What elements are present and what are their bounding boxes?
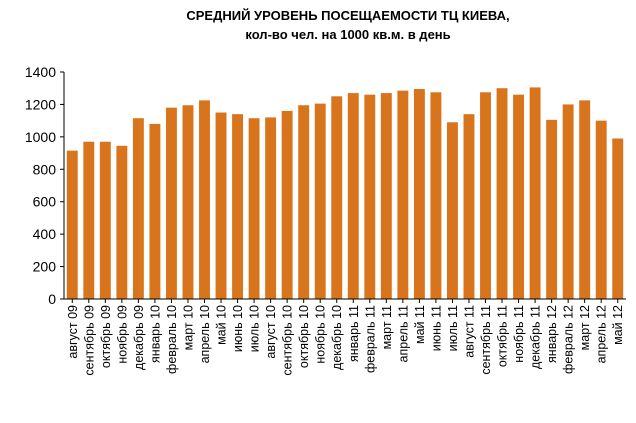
chart-title: СРЕДНИЙ УРОВЕНЬ ПОСЕЩАЕМОСТИ ТЦ КИЕВА, [186,8,510,23]
bar [413,89,425,300]
x-tick-label: май 10 [215,305,229,345]
x-tick-label: январь 11 [347,305,361,362]
bar [215,112,227,300]
x-tick-label: сентябрь 10 [281,305,295,376]
x-tick-label: ноябрь 10 [314,305,328,364]
bar [513,94,525,299]
chart-subtitle: кол-во чел. на 1000 кв.м. в день [245,27,451,42]
x-tick-label: июль 10 [248,305,262,352]
bar [496,88,508,299]
chart-title-block: СРЕДНИЙ УРОВЕНЬ ПОСЕЩАЕМОСТИ ТЦ КИЕВА, к… [0,6,636,44]
bar [446,122,458,299]
bar [612,138,624,299]
x-tick-label: февраль 12 [562,305,576,374]
bar [149,123,161,299]
y-tick-label: 1000 [25,129,56,145]
x-tick-label: октябрь 10 [297,305,311,368]
bar [347,93,359,299]
bar [116,145,128,299]
bar [165,107,177,300]
x-tick-label: июнь 11 [429,305,443,351]
x-tick-label: март 11 [380,305,394,349]
x-tick-label: февраль 11 [363,305,377,373]
x-tick-label: август 09 [66,305,80,359]
x-tick-label: декабрь 09 [132,305,146,370]
y-tick-label: 800 [33,161,57,177]
x-tick-label: май 12 [611,305,625,345]
y-tick-label: 0 [48,291,56,307]
bar [595,120,607,300]
bar [99,141,111,299]
bar [529,87,541,300]
x-tick-label: январь 10 [148,305,162,363]
bar [463,114,475,300]
x-tick-label: август 10 [264,305,278,359]
x-tick-label: октябрь 09 [99,305,113,368]
x-tick-label: ноябрь 11 [512,305,526,363]
bar [480,92,491,300]
bar [331,96,343,299]
x-tick-label: июнь 10 [231,305,245,352]
x-tick-label: сентябрь 11 [479,305,493,375]
x-tick-label: декабрь 10 [330,305,344,370]
bar [182,105,194,299]
bar [546,119,558,299]
x-tick-label: февраль 10 [165,305,179,374]
bar [579,100,591,299]
x-tick-label: август 11 [462,305,476,358]
bar [132,118,144,299]
bar [248,118,260,299]
bar [232,114,244,300]
y-tick-label: 1200 [25,96,56,112]
bar [66,150,78,299]
bar [562,104,574,299]
x-tick-label: май 11 [413,305,427,344]
x-tick-label: апрель 10 [198,305,212,363]
x-tick-label: январь 12 [545,305,559,363]
x-tick-label: июль 11 [446,305,460,351]
x-tick-label: сентябрь 09 [82,305,96,376]
x-tick-label: апрель 11 [396,305,410,363]
bar [265,117,277,300]
y-tick-label: 600 [33,194,57,210]
x-tick-label: ноябрь 09 [115,305,129,364]
x-tick-label: декабрь 11 [529,305,543,369]
bar [83,141,95,299]
x-tick-label: октябрь 11 [496,305,510,367]
y-tick-label: 200 [33,259,57,275]
bar [380,93,392,299]
bar [364,94,376,299]
bar [298,105,310,299]
y-tick-label: 1400 [25,64,56,80]
x-tick-label: март 10 [181,305,195,350]
y-tick-label: 400 [33,226,57,242]
x-tick-label: апрель 12 [595,305,609,363]
bar [314,103,326,299]
bar [281,110,293,300]
bar [430,92,442,300]
bar [397,90,409,300]
bar [199,100,210,299]
x-tick-label: март 12 [578,305,592,350]
